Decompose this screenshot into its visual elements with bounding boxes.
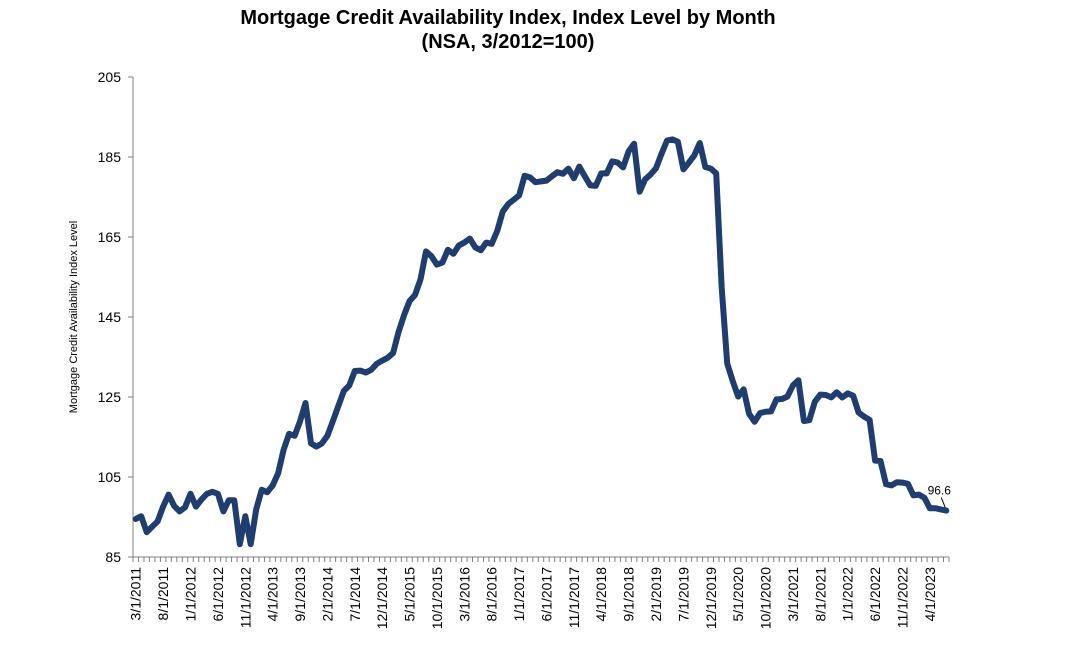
x-tick-label: 10/1/2020 bbox=[758, 567, 774, 629]
x-tick-label: 8/1/2011 bbox=[155, 567, 171, 621]
y-tick-label: 165 bbox=[98, 229, 122, 245]
x-tick-label: 11/1/2012 bbox=[237, 567, 253, 628]
y-tick-label: 185 bbox=[98, 149, 122, 165]
y-tick-labels: 85 105 125 145 165 185 205 bbox=[98, 69, 122, 565]
x-tick-label: 2/1/2019 bbox=[648, 567, 664, 622]
y-tick-label: 85 bbox=[105, 549, 121, 565]
x-tick-label: 11/1/2022 bbox=[894, 567, 910, 628]
x-tick-label: 11/1/2017 bbox=[566, 567, 582, 628]
x-tick-label: 1/1/2012 bbox=[183, 567, 199, 622]
x-tick-label: 2/1/2014 bbox=[319, 567, 335, 622]
x-tick-label: 3/1/2011 bbox=[128, 567, 144, 621]
x-tick-label: 5/1/2020 bbox=[730, 567, 746, 622]
x-tick-label: 9/1/2018 bbox=[621, 567, 637, 622]
x-tick-label: 6/1/2012 bbox=[210, 567, 226, 622]
y-tick-label: 125 bbox=[98, 389, 122, 405]
annotation-leader bbox=[940, 497, 946, 508]
chart-axes bbox=[128, 76, 950, 562]
x-tick-label: 8/1/2021 bbox=[812, 567, 828, 622]
x-tick-label: 3/1/2021 bbox=[785, 567, 801, 622]
x-tick-label: 6/1/2022 bbox=[867, 567, 883, 622]
chart-title-block: Mortgage Credit Availability Index, Inde… bbox=[0, 6, 1016, 54]
y-tick-label: 205 bbox=[98, 69, 122, 85]
y-tick-label: 105 bbox=[98, 469, 122, 485]
x-tick-label: 4/1/2023 bbox=[922, 567, 938, 622]
x-tick-label: 6/1/2017 bbox=[538, 567, 554, 622]
x-tick-label: 3/1/2016 bbox=[456, 567, 472, 622]
annotation-label: 96.6 bbox=[928, 484, 952, 498]
x-tick-label: 12/1/2014 bbox=[374, 567, 390, 629]
y-tick-label: 145 bbox=[98, 309, 122, 325]
x-tick-label: 5/1/2015 bbox=[402, 567, 418, 622]
chart-title: Mortgage Credit Availability Index, Inde… bbox=[240, 7, 776, 29]
x-tick-label: 10/1/2015 bbox=[429, 567, 445, 629]
x-tick-label: 4/1/2013 bbox=[265, 567, 281, 622]
annotation-layer: 96.6 bbox=[928, 484, 952, 508]
x-tick-label: 1/1/2022 bbox=[840, 567, 856, 622]
series-line bbox=[132, 136, 950, 548]
chart-subtitle: (NSA, 3/2012=100) bbox=[421, 31, 595, 53]
x-tick-label: 9/1/2013 bbox=[292, 567, 308, 622]
x-tick-label: 1/1/2017 bbox=[511, 567, 527, 622]
series-layer bbox=[132, 136, 950, 548]
x-tick-label: 7/1/2014 bbox=[347, 567, 363, 622]
y-axis-label: Mortgage Credit Availability Index Level bbox=[68, 221, 80, 413]
x-tick-labels: 3/1/2011 8/1/2011 1/1/2012 6/1/2012 11/1/201… bbox=[128, 567, 938, 630]
x-tick-label: 4/1/2018 bbox=[593, 567, 609, 622]
x-tick-label: 7/1/2019 bbox=[675, 567, 691, 622]
x-tick-label: 12/1/2019 bbox=[703, 567, 719, 629]
x-tick-label: 8/1/2016 bbox=[484, 567, 500, 622]
